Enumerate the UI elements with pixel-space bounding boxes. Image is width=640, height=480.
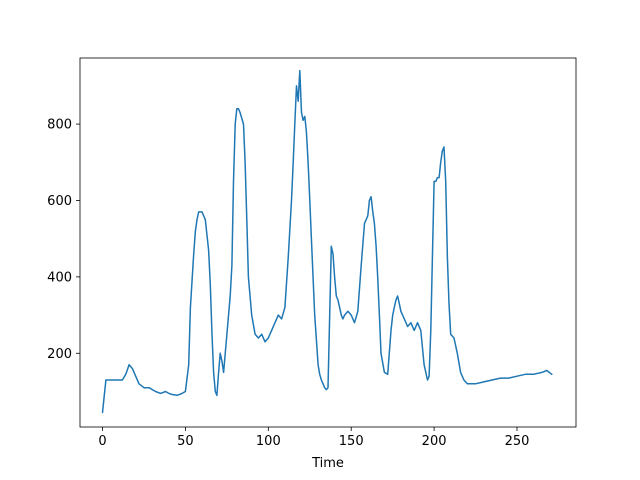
x-tick-label: 0 xyxy=(98,434,106,449)
y-tick-label: 200 xyxy=(47,347,72,362)
y-tick-label: 400 xyxy=(47,270,72,285)
y-tick-label: 800 xyxy=(47,118,72,133)
x-tick-label: 50 xyxy=(177,434,194,449)
x-axis-label: Time xyxy=(311,456,344,471)
series-line xyxy=(101,69,553,414)
y-tick-label: 600 xyxy=(47,194,72,209)
x-tick-label: 100 xyxy=(256,434,281,449)
x-tick-label: 200 xyxy=(422,434,447,449)
x-tick-label: 250 xyxy=(505,434,530,449)
x-axis: 0 50 100 150 200 250 xyxy=(98,427,529,449)
y-axis: 200 400 600 800 xyxy=(47,118,80,362)
x-tick-label: 150 xyxy=(339,434,364,449)
